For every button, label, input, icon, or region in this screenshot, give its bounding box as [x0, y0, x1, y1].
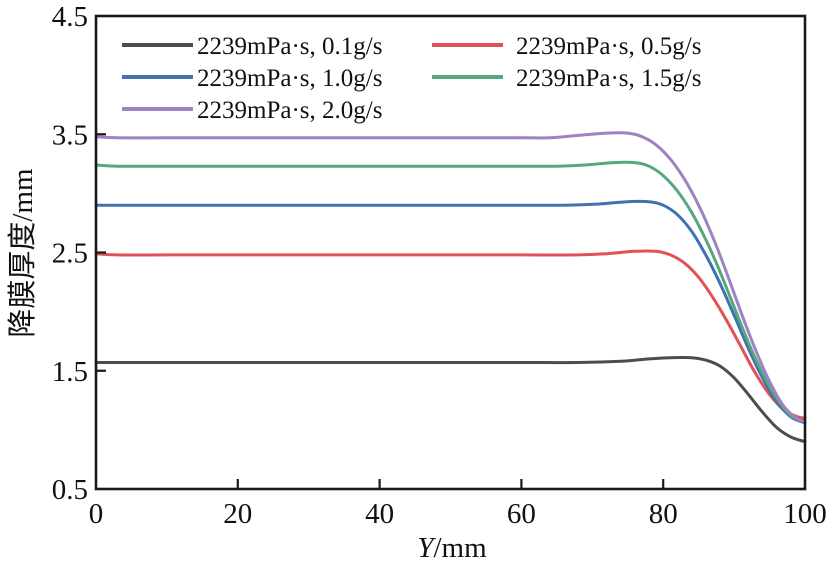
legend-item-0-5gs: 2239mPa·s, 0.5g/s	[432, 33, 701, 60]
curve-0-5gs	[94, 249, 807, 420]
y-tick-label: 4.5	[52, 1, 88, 33]
curve-1-0gs	[94, 199, 807, 425]
legend-label: 2239mPa·s, 0.5g/s	[516, 33, 701, 60]
x-tick-label: 0	[89, 498, 104, 530]
x-axis-title: Y/mm	[417, 532, 487, 564]
legend-label: 2239mPa·s, 2.0g/s	[197, 97, 382, 124]
legend-label: 2239mPa·s, 1.5g/s	[516, 65, 701, 92]
curve-2-0gs	[94, 131, 807, 423]
legend-item-1-0gs: 2239mPa·s, 1.0g/s	[122, 65, 382, 92]
curve-1-5gs	[94, 160, 807, 424]
x-tick-label: 100	[783, 498, 827, 530]
y-tick-label: 3.5	[52, 119, 88, 151]
x-tick-label: 60	[507, 498, 536, 530]
y-tick-label: 2.5	[52, 238, 88, 270]
y-axis-title: 降膜厚度/mm	[6, 168, 39, 338]
legend-item-2-0gs: 2239mPa·s, 2.0g/s	[122, 97, 382, 124]
x-axis-title-variable: Y	[417, 532, 436, 564]
legend-item-0-1gs: 2239mPa·s, 0.1g/s	[122, 33, 382, 60]
x-axis-title-unit: /mm	[433, 532, 487, 564]
curve-0-1gs	[94, 355, 807, 444]
axis-ticks	[96, 133, 665, 489]
x-tick-label: 80	[649, 498, 678, 530]
axis-tick-labels: 0 20 40 60 80 100 0.5 1.5 2.5 3.5 4.5	[52, 1, 827, 530]
y-tick-label: 1.5	[52, 356, 88, 388]
curves-group	[94, 131, 807, 444]
legend-label: 2239mPa·s, 1.0g/s	[197, 65, 382, 92]
legend: 2239mPa·s, 0.1g/s 2239mPa·s, 0.5g/s 2239mP…	[122, 33, 701, 124]
x-tick-label: 20	[223, 498, 252, 530]
legend-label: 2239mPa·s, 0.1g/s	[197, 33, 382, 60]
x-tick-label: 40	[365, 498, 394, 530]
y-tick-label: 0.5	[52, 474, 88, 506]
legend-item-1-5gs: 2239mPa·s, 1.5g/s	[432, 65, 701, 92]
